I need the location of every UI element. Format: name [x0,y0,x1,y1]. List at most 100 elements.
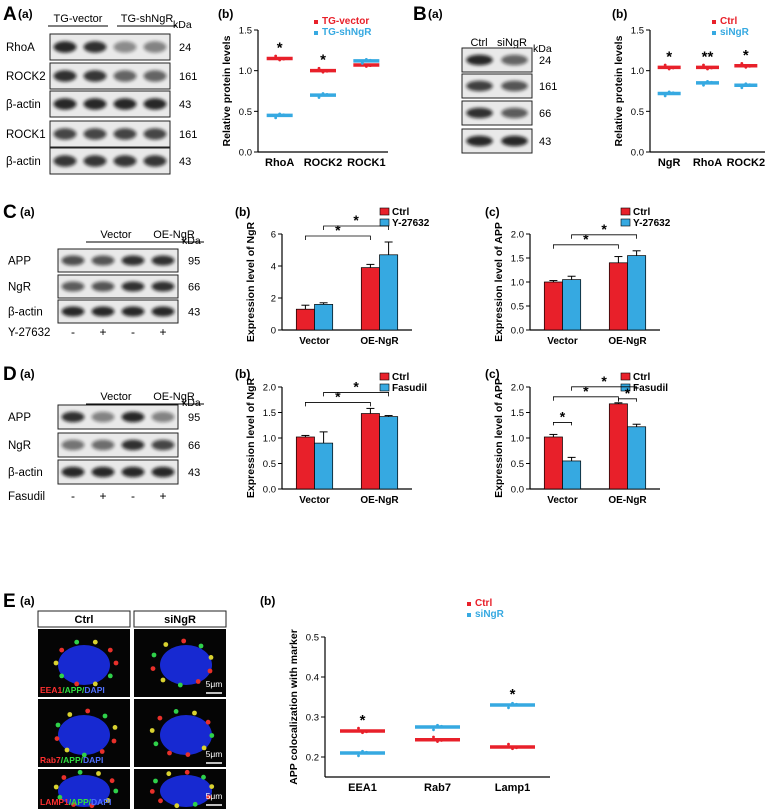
legend-swatch [620,207,631,216]
marker-speckle [99,749,105,754]
legend-label: Ctrl [633,207,650,218]
x-tick-label: Rab7 [424,782,451,794]
y-tick-label: 1.0 [511,278,524,289]
data-point [706,67,709,71]
data-point [436,723,439,727]
blot-row-label: APP [8,256,31,268]
micro-column-label: Ctrl [75,614,94,626]
scale-label: 5μm [206,679,223,689]
data-point [432,735,435,739]
marker-speckle [55,722,61,728]
bar [627,255,647,331]
marker-speckle [157,715,163,721]
marker-speckle [105,798,111,803]
bar [295,308,315,331]
marker-speckle [192,710,197,716]
data-point [667,90,671,94]
significance-mark: * [510,686,516,703]
marker-speckle [113,788,119,794]
x-tick-label: Vector [547,495,578,506]
blot-band [501,107,528,119]
treatment-label: Y-27632 [8,327,50,339]
marker-speckle [201,745,207,751]
legend-label: TG-shNgR [322,27,372,38]
marker-speckle [181,638,187,644]
sub-label-d-b: (b) [235,367,250,381]
blot-group-label: Ctrl [470,37,487,49]
marker-speckle [112,725,118,730]
sub-label-d-c: (c) [485,367,500,381]
legend-label: TG-vector [322,16,369,27]
marker-speckle [61,775,67,780]
legend-label: Ctrl [633,372,650,383]
bar [627,426,647,490]
marker-speckle [54,736,60,741]
blot-row-label: ROCK2 [6,71,46,83]
legend-swatch [379,383,390,392]
marker-speckle [177,682,183,688]
legend-label: Ctrl [720,16,737,27]
legend-swatch [467,602,471,606]
data-point [317,96,321,99]
blot-row-label: β-actin [6,156,41,168]
y-tick-label: 0.5 [239,107,252,118]
blot-row-label: ROCK1 [6,129,46,141]
x-tick-label: NgR [658,157,681,169]
data-point [710,66,713,70]
data-point [440,739,443,742]
significance-mark: * [583,383,589,399]
y-tick-label: 0.5 [263,459,276,470]
kda-unit: kDa [533,43,552,55]
data-point [317,66,321,70]
chart-A_b: 0.0 0.5 1.0 1.5 Relative protein levels TG-ve… [221,16,388,169]
blot-band [113,41,137,53]
y-tick-label: 0 [271,326,276,337]
blot-row-label: β-actin [8,307,43,319]
marker-speckle [153,778,158,784]
blot-band [143,70,167,82]
y-tick-label: 0.0 [511,326,524,337]
data-point [744,65,748,69]
data-point [511,747,514,751]
marker-speckle [195,679,201,684]
treatment-mark: - [71,325,75,339]
marker-speckle [206,794,211,800]
y-tick-label: 0.5 [631,107,644,118]
micro-column-box [133,610,227,628]
blot-band [466,80,493,92]
marker-speckle [174,803,180,809]
x-tick-label: ROCK2 [727,157,766,169]
sub-label-c-b: (b) [235,205,250,219]
significance-mark: * [360,712,366,729]
blot-band [113,98,137,110]
data-point [282,113,286,117]
marker-speckle [173,709,179,714]
y-tick-label: 1.0 [631,66,644,77]
y-tick-label: 6 [271,230,276,241]
y-tick-label: 0.5 [511,302,524,313]
marker-speckle [59,647,65,653]
bar [314,304,334,331]
blot-band [61,255,85,266]
marker-speckle [184,769,190,775]
marker-speckle [111,738,117,744]
kda-unit: kDa [182,397,201,409]
significance-bracket [571,386,637,391]
nucleus-blob [58,645,110,685]
significance-mark: * [320,52,326,69]
y-tick-label: 0.2 [306,753,319,764]
blot-row-label: β-actin [6,99,41,111]
micro-column-box [37,610,131,628]
blot-band [501,80,528,92]
nucleus-blob [58,775,110,807]
marker-speckle [53,784,59,790]
data-point [357,726,360,730]
nucleus-blob [160,645,212,685]
bar [562,460,582,490]
data-point [663,63,667,67]
data-point [278,112,282,116]
chart-D_c: 0.0 0.5 1.0 1.5 2.0 Expression level of APP Ct… [493,372,668,506]
marker-speckle [201,774,206,780]
x-tick-label: OE-NgR [608,495,647,506]
marker-speckle [205,719,211,725]
